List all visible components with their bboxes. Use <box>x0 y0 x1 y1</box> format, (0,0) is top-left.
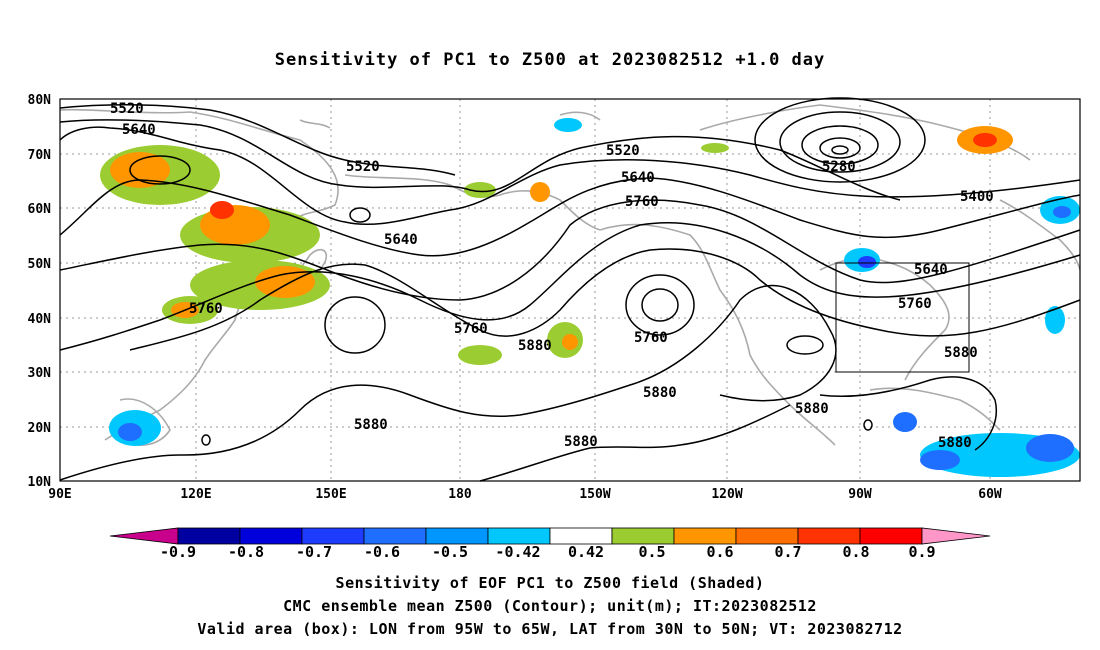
blob-blue-9 <box>1026 434 1074 462</box>
colorbar-label: 0.7 <box>774 543 801 561</box>
contour-label: 5640 <box>621 170 655 186</box>
colorbar-label: 0.42 <box>568 543 604 561</box>
colorbar-swatch <box>673 527 737 545</box>
contour-label: 5880 <box>564 434 598 450</box>
colorbar-swatch <box>425 527 489 545</box>
lon-tick-label: 180 <box>448 487 472 502</box>
blob-blue-1 <box>554 118 582 132</box>
colorbar-swatch <box>177 527 241 545</box>
blob-red-2 <box>973 133 997 147</box>
valid-area-box <box>835 262 970 373</box>
lat-tick-label: 40N <box>28 312 52 327</box>
colorbar-low-triangle <box>109 527 179 545</box>
lon-tick-label: 150E <box>315 487 346 502</box>
colorbar-label: -0.9 <box>160 543 196 561</box>
contour-label: 5880 <box>938 435 972 451</box>
blob-blue-12 <box>1045 306 1065 334</box>
lat-tick-label: 50N <box>28 257 52 272</box>
colorbar-label: 0.9 <box>908 543 935 561</box>
contour-label: 5640 <box>384 232 418 248</box>
blob-orange-1 <box>110 152 170 188</box>
contour-labels: 5520 5640 5520 5640 5520 5640 5760 5280 … <box>110 101 994 451</box>
blob-orange-3 <box>255 266 315 298</box>
blob-blue-5 <box>1053 206 1071 218</box>
colorbar-labels: -0.9 -0.8 -0.7 -0.6 -0.5 -0.42 0.42 0.5 … <box>160 543 936 561</box>
colorbar-swatch <box>611 527 675 545</box>
lat-tick-label: 80N <box>28 93 52 108</box>
lon-tick-label: 120W <box>711 487 742 502</box>
contour-label: 5760 <box>454 321 488 337</box>
colorbar-swatch <box>239 527 303 545</box>
colorbar-swatch <box>363 527 427 545</box>
colorbar-swatch <box>301 527 365 545</box>
colorbar-label: 0.8 <box>842 543 869 561</box>
contour-label: 5520 <box>606 143 640 159</box>
blob-red-1 <box>210 201 234 219</box>
blob-green-5 <box>458 345 502 365</box>
colorbar-swatch <box>735 527 799 545</box>
colorbar <box>109 527 991 545</box>
footer-line-2: CMC ensemble mean Z500 (Contour); unit(m… <box>283 597 817 615</box>
contour-label: 5760 <box>634 330 668 346</box>
contour-label: 5880 <box>643 385 677 401</box>
contour-label: 5880 <box>944 345 978 361</box>
blob-blue-11 <box>893 412 917 432</box>
colorbar-swatch <box>797 527 861 545</box>
blob-green-7 <box>464 182 496 198</box>
colorbar-label: 0.5 <box>638 543 665 561</box>
contour-label: 5760 <box>625 194 659 210</box>
lat-tick-label: 60N <box>28 202 52 217</box>
contour-label: 5880 <box>354 417 388 433</box>
lat-tick-label: 20N <box>28 421 52 436</box>
colorbar-swatch <box>549 527 613 545</box>
lon-tick-label: 120E <box>180 487 211 502</box>
colorbar-label: 0.6 <box>706 543 733 561</box>
footer-line-3: Valid area (box): LON from 95W to 65W, L… <box>197 620 903 638</box>
contour-label: 5640 <box>122 122 156 138</box>
lon-tick-label: 150W <box>579 487 610 502</box>
lon-tick-label: 60W <box>978 487 1002 502</box>
colorbar-label: -0.6 <box>364 543 400 561</box>
contour-label: 5640 <box>914 262 948 278</box>
footer-line-1: Sensitivity of EOF PC1 to Z500 field (Sh… <box>335 574 765 592</box>
lat-axis: 80N 70N 60N 50N 40N 30N 20N 10N <box>28 93 52 490</box>
sensitivity-shading <box>100 118 1080 477</box>
map-frame <box>59 98 1081 482</box>
lat-tick-label: 30N <box>28 366 52 381</box>
colorbar-swatch <box>487 527 551 545</box>
lat-tick-label: 10N <box>28 475 52 490</box>
lon-axis: 90E 120E 150E 180 150W 120W 90W 60W <box>48 487 1002 502</box>
contour-label: 5880 <box>518 338 552 354</box>
blob-orange-5 <box>562 334 578 350</box>
contour-label: 5280 <box>822 159 856 175</box>
lon-tick-label: 90W <box>848 487 872 502</box>
blob-orange-6 <box>530 182 550 202</box>
z500-contours <box>59 97 1081 482</box>
figure-title: Sensitivity of PC1 to Z500 at 2023082512… <box>274 50 826 70</box>
blob-green-8 <box>701 143 729 153</box>
lon-tick-label: 90E <box>48 487 71 502</box>
contour-label: 5760 <box>189 301 223 317</box>
colorbar-swatch <box>859 527 923 545</box>
blob-blue-7 <box>118 423 142 441</box>
blob-blue-10 <box>920 450 960 470</box>
contour-label: 5400 <box>960 189 994 205</box>
contour-label: 5880 <box>795 401 829 417</box>
colorbar-label: -0.5 <box>432 543 468 561</box>
lat-tick-label: 70N <box>28 148 52 163</box>
blob-blue-3 <box>858 256 876 268</box>
colorbar-label: -0.7 <box>296 543 332 561</box>
colorbar-label: -0.42 <box>495 543 540 561</box>
colorbar-label: -0.8 <box>228 543 264 561</box>
contour-label: 5520 <box>346 159 380 175</box>
contour-label: 5520 <box>110 101 144 117</box>
contour-label: 5760 <box>898 296 932 312</box>
colorbar-high-triangle <box>921 527 991 545</box>
